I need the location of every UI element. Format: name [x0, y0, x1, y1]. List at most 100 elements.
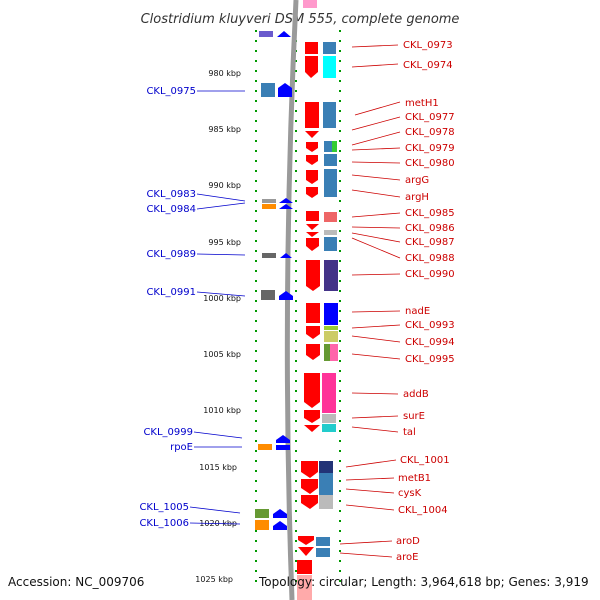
gene-label: CKL_1004: [398, 505, 448, 516]
gene-label: aroD: [396, 536, 420, 547]
gene-arrow: [276, 445, 290, 450]
gene-label: surE: [403, 411, 425, 422]
category-block: [324, 260, 338, 291]
gene-arrow: [279, 204, 293, 209]
category-block: [262, 253, 276, 258]
right-labels: CKL_0973 CKL_0974 metH1 CKL_0977 CKL_097…: [396, 40, 455, 563]
category-block: [332, 141, 337, 152]
gene-block: [306, 303, 320, 323]
gene-arrow: [273, 521, 287, 530]
kbp-tick-label: 980 kbp: [208, 69, 241, 78]
gene-arrow: [301, 461, 318, 478]
gene-label: CKL_0993: [405, 320, 455, 331]
category-block: [323, 42, 336, 54]
category-block: [258, 444, 272, 450]
kbp-tick-label: 1025 kbp: [195, 575, 233, 584]
gene-label: CKL_0987: [405, 237, 455, 248]
category-block: [324, 154, 337, 166]
gene-label: CKL_0994: [405, 337, 455, 348]
kbp-tick-label: 1010 kbp: [203, 406, 241, 415]
gene-arrow: [306, 155, 318, 165]
gene-arrow: [306, 260, 320, 291]
gene-block: [305, 102, 319, 128]
gene-label: CKL_1001: [400, 455, 450, 466]
category-block: [316, 537, 330, 546]
feature-top-arrow: [277, 31, 291, 37]
reverse-strand-genes: [297, 42, 320, 600]
kbp-tick-label: 995 kbp: [208, 238, 241, 247]
gene-label: CKL_1006: [139, 518, 189, 529]
gene-label: CKL_1005: [139, 502, 189, 513]
gene-arrow: [278, 83, 292, 97]
gene-arrow: [304, 410, 320, 423]
gene-label: CKL_0999: [143, 427, 193, 438]
gene-label: tal: [403, 427, 416, 438]
gene-label: CKL_0979: [405, 143, 455, 154]
gene-label: CKL_0995: [405, 354, 455, 365]
gene-arrow: [306, 344, 320, 360]
kbp-tick-label: 1000 kbp: [203, 294, 241, 303]
gene-label: CKL_0985: [405, 208, 455, 219]
left-leader-lines: [189, 90, 246, 525]
gene-arrow: [306, 142, 318, 152]
gene-arrow: [304, 373, 320, 408]
category-block: [324, 326, 338, 330]
gene-label: CKL_0989: [146, 249, 196, 260]
category-block: [261, 83, 275, 97]
gene-arrow: [306, 224, 319, 230]
map-title: Clostridium kluyveri DSM 555, complete g…: [141, 12, 460, 27]
gene-arrow: [306, 187, 318, 198]
gene-arrow: [305, 131, 319, 138]
gene-arrow: [306, 170, 318, 184]
gene-block: [297, 575, 312, 600]
gene-label: metH1: [405, 98, 439, 109]
category-block: [319, 473, 333, 495]
gene-block: [297, 560, 312, 574]
category-block: [323, 56, 336, 78]
category-block: [319, 461, 333, 473]
kbp-tick-labels: 980 kbp 985 kbp 990 kbp 995 kbp 1000 kbp…: [195, 69, 241, 584]
category-block: [324, 331, 338, 342]
gene-arrow: [306, 232, 319, 237]
gene-block: [306, 211, 319, 221]
gene-arrow: [279, 291, 293, 300]
gene-label: CKL_0990: [405, 269, 455, 280]
gene-label: addB: [403, 389, 429, 400]
gene-label: CKL_0983: [146, 189, 196, 200]
category-block: [262, 199, 276, 203]
gene-label: CKL_0975: [146, 86, 196, 97]
feature-top-pink: [303, 0, 317, 8]
kbp-tick-label: 990 kbp: [208, 181, 241, 190]
gene-arrow: [301, 495, 318, 509]
left-labels: CKL_0975 CKL_0983 CKL_0984 CKL_0989 CKL_…: [139, 86, 196, 529]
gene-arrow: [306, 326, 320, 339]
category-block: [324, 141, 332, 152]
gene-label: argH: [405, 192, 429, 203]
gene-arrow: [279, 198, 293, 203]
category-block: [324, 230, 337, 235]
gene-label: nadE: [405, 306, 430, 317]
category-block: [323, 102, 336, 128]
category-block: [322, 373, 336, 413]
right-category-blocks: [316, 42, 338, 557]
gene-label: metB1: [398, 473, 431, 484]
category-block: [324, 169, 337, 197]
gene-arrow: [304, 425, 320, 432]
gene-arrow: [280, 253, 292, 258]
gene-label: CKL_0980: [405, 158, 455, 169]
gene-label: aroE: [396, 552, 418, 563]
gene-arrow: [276, 435, 290, 443]
gene-block: [305, 42, 318, 54]
gene-label: CKL_0991: [146, 287, 196, 298]
gene-label: CKL_0988: [405, 253, 455, 264]
category-block: [324, 212, 337, 222]
accession-text: Accession: NC_009706: [8, 575, 144, 589]
kbp-tick-label: 1005 kbp: [203, 350, 241, 359]
topology-text: Topology: circular; Length: 3,964,618 bp…: [258, 575, 589, 589]
gene-label: CKL_0973: [403, 40, 453, 51]
category-block: [262, 204, 276, 209]
category-block: [324, 303, 338, 325]
feature-top-left: [259, 31, 273, 37]
category-block: [319, 495, 333, 509]
